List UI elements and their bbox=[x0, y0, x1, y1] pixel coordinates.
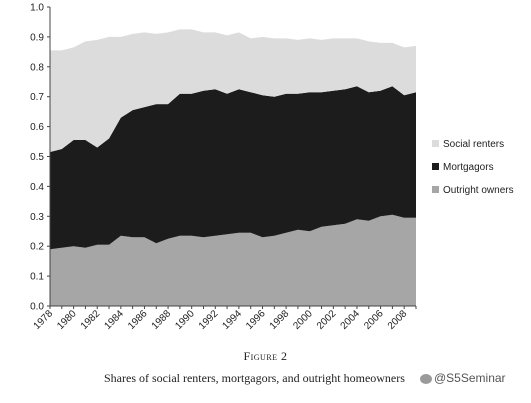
x-tick-label: 2004 bbox=[339, 308, 363, 332]
y-tick-label: 0.2 bbox=[30, 242, 44, 253]
figure-title: Shares of social renters, mortgagors, an… bbox=[104, 371, 405, 385]
x-tick-label: 1986 bbox=[126, 308, 150, 332]
x-tick-label: 2002 bbox=[315, 308, 339, 332]
wechat-icon bbox=[420, 373, 432, 384]
legend-label-outright-owners: Outright owners bbox=[443, 185, 514, 196]
figure-label: Figure 2 bbox=[0, 349, 531, 364]
x-tick-label: 1982 bbox=[79, 308, 103, 332]
y-tick-label: 0.5 bbox=[30, 152, 44, 163]
y-tick-label: 1.0 bbox=[30, 3, 44, 14]
y-tick-label: 0.3 bbox=[30, 212, 44, 223]
legend-swatch-mortgagors bbox=[432, 163, 439, 170]
y-tick-label: 0.0 bbox=[30, 302, 44, 313]
x-tick-label: 1994 bbox=[221, 308, 245, 332]
x-tick-label: 2006 bbox=[362, 308, 386, 332]
y-tick-label: 0.7 bbox=[30, 92, 44, 103]
figure-label-text: Figure 2 bbox=[243, 349, 288, 363]
y-tick-label: 0.8 bbox=[30, 62, 44, 73]
legend-swatch-outright-owners bbox=[432, 186, 439, 193]
area-mortgagors bbox=[50, 86, 416, 250]
y-tick-label: 0.4 bbox=[30, 182, 44, 193]
y-tick-label: 0.9 bbox=[30, 32, 44, 43]
x-tick-label: 2000 bbox=[291, 308, 315, 332]
x-tick-label: 2008 bbox=[386, 308, 410, 332]
x-tick-label: 1990 bbox=[173, 308, 197, 332]
x-tick-label: 1998 bbox=[268, 308, 292, 332]
area-outright-owners bbox=[50, 214, 416, 306]
y-tick-label: 0.1 bbox=[30, 272, 44, 283]
x-tick-label: 1996 bbox=[244, 308, 268, 332]
x-tick-label: 1988 bbox=[150, 308, 174, 332]
legend-swatch-social-renters bbox=[432, 140, 439, 147]
y-tick-label: 0.6 bbox=[30, 122, 44, 133]
watermark: @S5Seminar bbox=[418, 371, 508, 385]
legend-label-mortgagors: Mortgagors bbox=[443, 162, 494, 173]
area-social-renters bbox=[50, 29, 416, 153]
legend: Social renters Mortgagors Outright owners bbox=[432, 139, 514, 196]
watermark-text: @S5Seminar bbox=[434, 371, 506, 385]
plot-areas bbox=[50, 29, 416, 306]
x-tick-label: 1992 bbox=[197, 308, 221, 332]
x-tick-label: 1980 bbox=[55, 308, 79, 332]
x-tick-label: 1984 bbox=[102, 308, 126, 332]
legend-label-social-renters: Social renters bbox=[443, 139, 504, 150]
